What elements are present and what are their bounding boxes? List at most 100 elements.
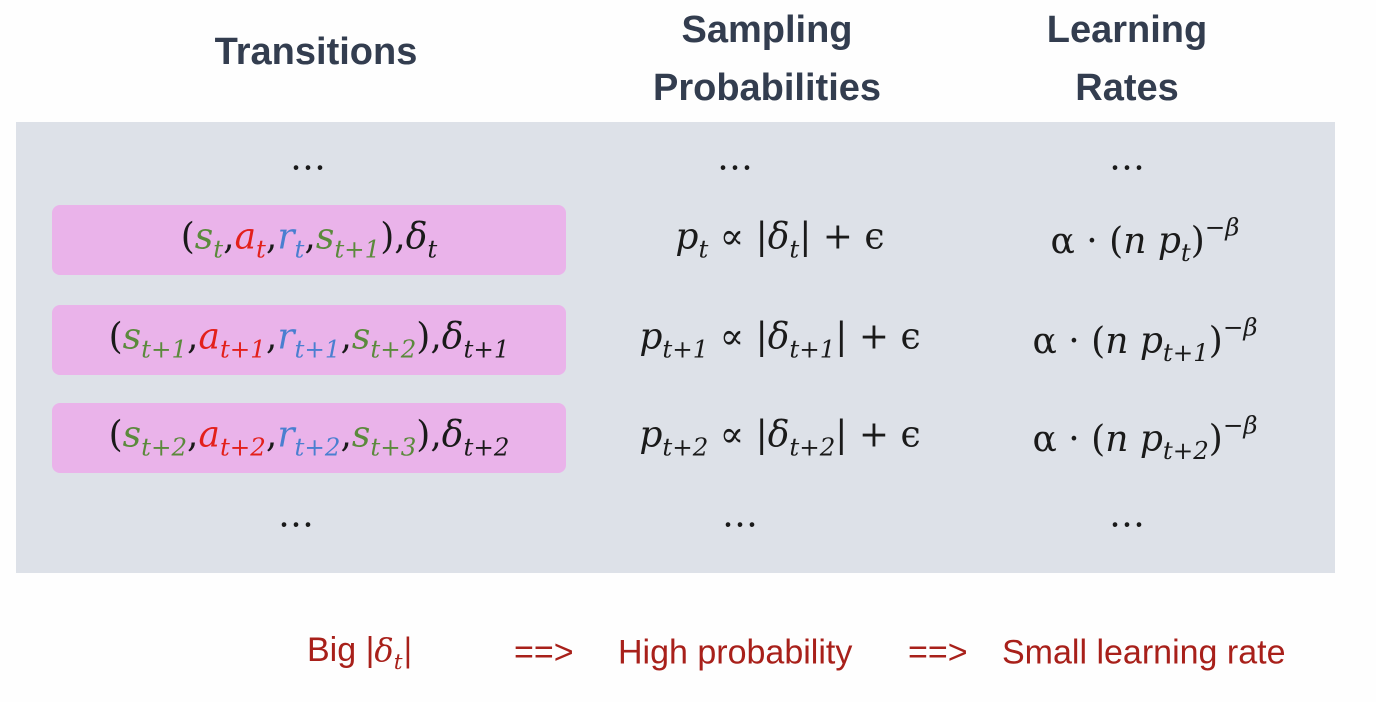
- math-text: n: [1105, 320, 1129, 362]
- math-piece: n: [1123, 221, 1146, 262]
- math-piece: st+2: [351, 316, 416, 364]
- math-piece: at: [235, 217, 266, 264]
- math-text: Small learning rate: [1002, 633, 1286, 672]
- math-text: [1146, 221, 1157, 262]
- math-piece: ,: [223, 217, 234, 258]
- math-piece: pt+2: [639, 414, 708, 462]
- math-text: ,: [187, 414, 199, 456]
- math-piece: α · (: [1051, 221, 1124, 262]
- math-piece: rt+1: [277, 316, 340, 364]
- math-piece: ,: [266, 317, 277, 358]
- math-text: n: [1123, 220, 1147, 262]
- math-piece: ,: [187, 317, 198, 358]
- math-text: p: [1157, 220, 1181, 262]
- math-piece: n: [1105, 321, 1128, 362]
- math-text: ),: [416, 414, 442, 456]
- math-text: n: [1105, 418, 1129, 460]
- math-text: …: [278, 494, 314, 536]
- math-text: s: [315, 216, 335, 258]
- subscript: t: [789, 234, 800, 264]
- subscript: t+2: [463, 432, 510, 462]
- math-piece: ,: [187, 415, 198, 456]
- math-text: ==>: [908, 633, 968, 672]
- subscript: t+2: [662, 432, 709, 462]
- math-piece: δt: [767, 216, 800, 264]
- math-text: ,: [265, 216, 278, 258]
- math-piece: ,: [304, 217, 315, 258]
- math-text: s: [194, 216, 214, 258]
- math-piece: st+1: [123, 317, 187, 364]
- math-text: | + ϵ: [799, 216, 885, 258]
- math-piece: ),: [416, 415, 442, 456]
- formula-cell: …: [717, 138, 753, 179]
- highlight-box: [52, 305, 566, 375]
- subscript: t+2: [370, 334, 417, 364]
- math-text: δ: [441, 414, 464, 456]
- math-text: r: [277, 414, 295, 456]
- subscript: t+2: [789, 432, 836, 462]
- math-text: p: [639, 414, 663, 456]
- subscript: t: [213, 234, 224, 264]
- highlight-box: [52, 205, 566, 275]
- highlight-box: [52, 403, 566, 473]
- math-text: s: [351, 316, 371, 358]
- math-piece: st: [194, 216, 223, 264]
- math-piece: [1128, 321, 1139, 362]
- math-piece: α · (: [1033, 321, 1106, 362]
- math-text: ∝ |: [708, 316, 768, 358]
- math-piece: rt+2: [277, 414, 340, 462]
- math-piece: ),: [416, 317, 442, 358]
- subscript: t: [256, 234, 266, 264]
- formula-cell: (st+1,at+1,rt+1,st+2),δt+1: [109, 317, 510, 364]
- subscript: t+2: [219, 432, 266, 462]
- subscript: t+1: [141, 334, 188, 364]
- math-text: | + ϵ: [835, 316, 921, 358]
- math-text: …: [290, 137, 326, 179]
- math-piece: ==>: [908, 634, 968, 672]
- math-text: ∝ |: [708, 216, 768, 258]
- math-piece: at+2: [199, 415, 266, 462]
- math-piece: ),: [380, 217, 406, 258]
- math-text: (: [108, 414, 123, 456]
- formula-cell: …: [722, 495, 758, 536]
- math-piece: pt+2: [1140, 419, 1209, 466]
- math-text: p: [675, 216, 699, 258]
- math-piece: ,: [340, 415, 351, 456]
- math-text: [1128, 419, 1139, 460]
- math-piece: …: [1109, 495, 1145, 536]
- footer-text: ==>: [514, 634, 574, 673]
- subscript: t+1: [463, 334, 510, 364]
- formula-cell: …: [1109, 495, 1145, 536]
- math-text: r: [277, 316, 295, 358]
- math-text: |: [402, 631, 414, 670]
- math-text: ,: [304, 216, 316, 258]
- math-text: α · (: [1050, 220, 1124, 262]
- math-piece: Small learning rate: [1002, 634, 1285, 672]
- math-piece: )−β: [1209, 411, 1258, 460]
- math-piece: ,: [340, 317, 351, 358]
- math-text: ∝ |: [708, 414, 768, 456]
- math-piece: ,: [266, 415, 277, 456]
- math-text: …: [1109, 494, 1145, 536]
- column-header: Probabilities: [652, 67, 882, 109]
- math-piece: …: [290, 138, 326, 179]
- math-piece: n: [1105, 419, 1128, 460]
- math-text: ,: [340, 414, 352, 456]
- math-piece: δt+2: [768, 415, 836, 462]
- math-text: ,: [187, 316, 199, 358]
- subscript: t+2: [1162, 436, 1209, 466]
- math-text: ==>: [514, 633, 574, 672]
- subscript: t+1: [662, 334, 709, 364]
- formula-cell: α · (n pt+1)−β: [1033, 313, 1258, 368]
- math-piece: pt+1: [1140, 321, 1209, 368]
- column-header: Learning: [1046, 9, 1208, 51]
- math-text: ,: [265, 414, 278, 456]
- math-text: (: [180, 216, 195, 258]
- math-text: δ: [405, 216, 428, 258]
- column-header: Sampling: [681, 9, 853, 51]
- math-text: δ: [767, 216, 790, 258]
- formula-cell: …: [1109, 138, 1145, 179]
- math-text: …: [1109, 137, 1145, 179]
- math-piece: [1146, 221, 1157, 262]
- formula-cell: pt+2 ∝ |δt+2| + ϵ: [639, 415, 920, 462]
